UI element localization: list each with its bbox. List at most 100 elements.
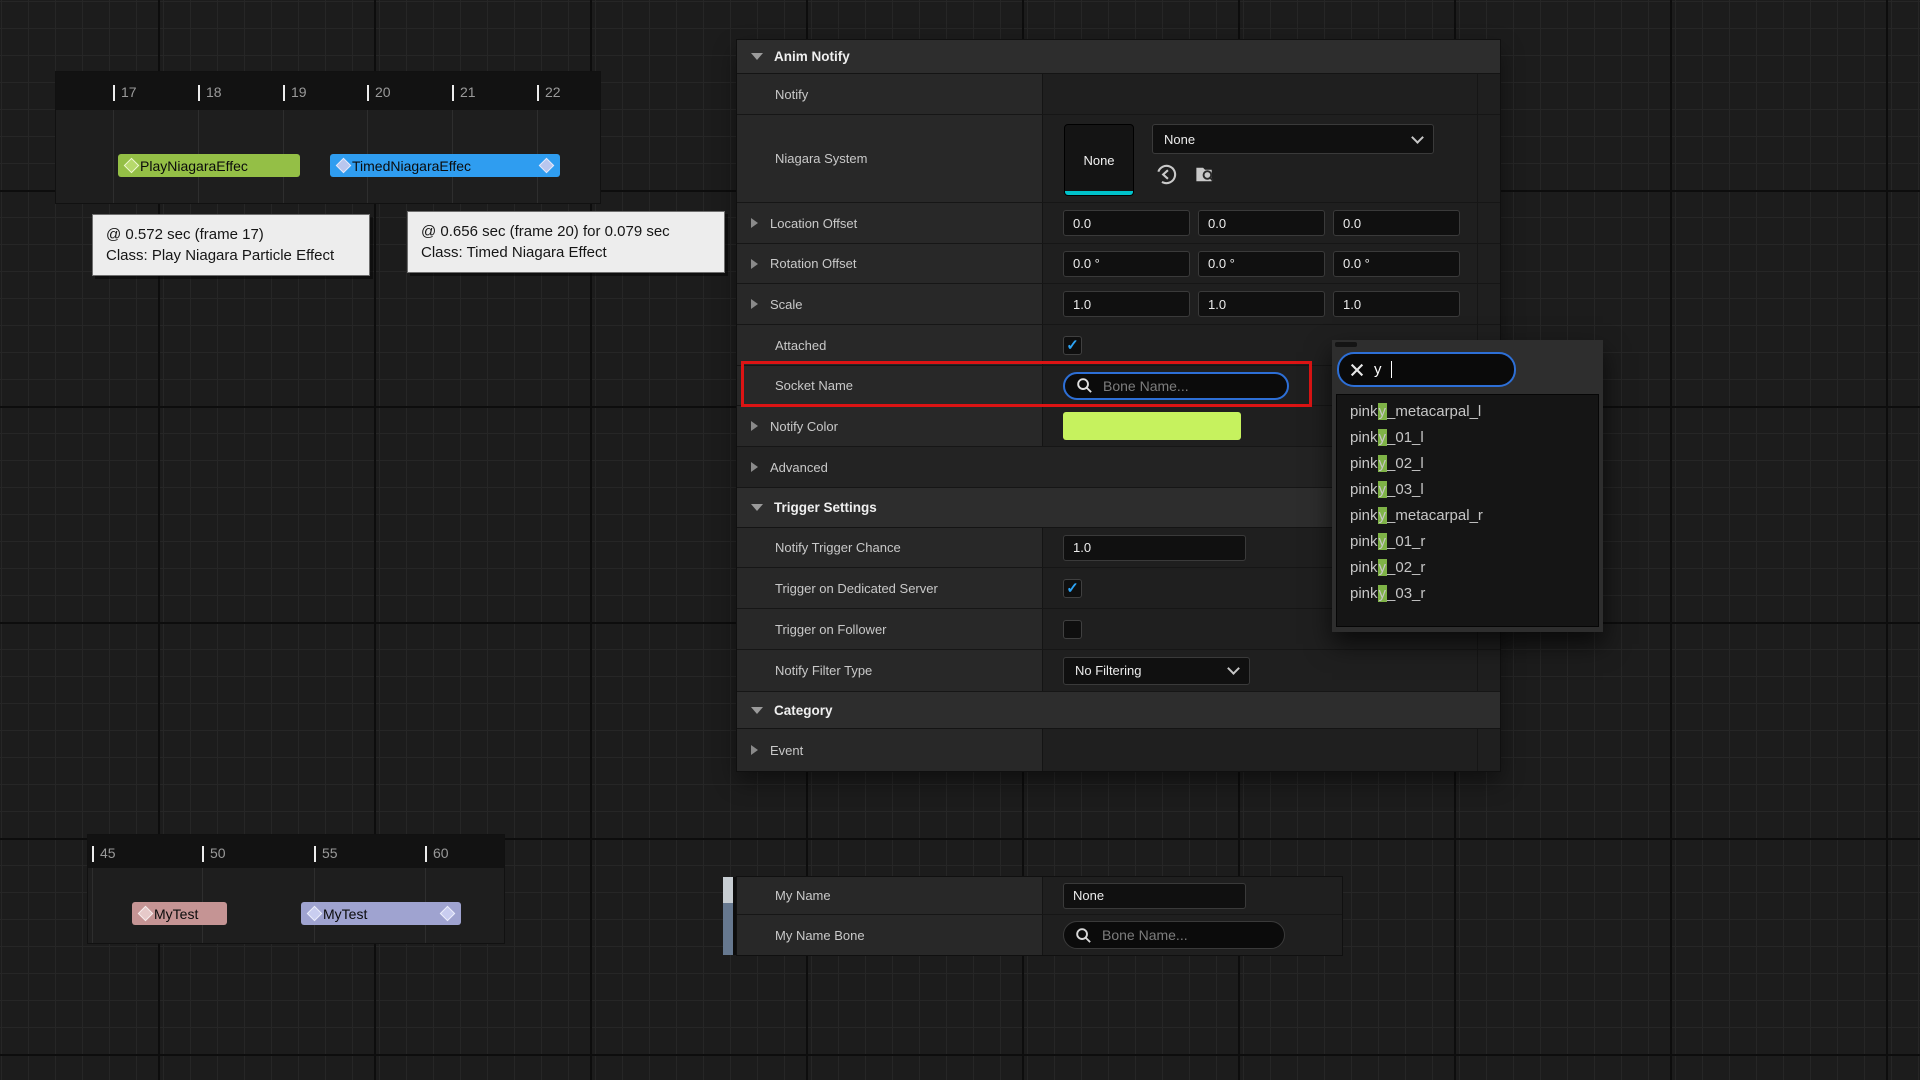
checkmark-icon: ✓ [1066,337,1079,354]
frame-tick: 19 [283,85,307,101]
row-label: Socket Name [737,366,1043,405]
scale-z-field[interactable] [1333,291,1460,317]
label-text: Attached [775,337,827,353]
section-header-anim-notify[interactable]: Anim Notify [737,40,1500,74]
item-suffix: _03_r [1387,584,1426,602]
tick-label: 17 [121,84,137,100]
custom-notify-panel: My Name My Name Bone [737,877,1342,955]
item-suffix: _02_r [1387,558,1426,576]
timeline-ruler[interactable] [88,835,504,868]
label-text: Notify Trigger Chance [775,540,901,555]
row-end [1477,729,1500,771]
search-icon [1077,378,1092,393]
attached-checkbox[interactable]: ✓ [1063,335,1082,355]
item-match: y [1377,558,1388,576]
row-value [1043,284,1477,324]
browse-to-asset-icon[interactable] [1193,163,1217,186]
tick-mark [283,85,285,101]
bone-list-item[interactable]: pink y _03_l [1337,476,1598,502]
notify-handle-icon[interactable] [335,157,352,174]
location-z-field[interactable] [1333,210,1460,236]
bone-search-text[interactable]: y [1374,361,1382,378]
rotation-y-field[interactable] [1198,250,1325,277]
expander-arrow-icon[interactable] [751,421,758,431]
scale-x-field[interactable] [1063,291,1190,317]
location-x-field[interactable] [1063,210,1190,236]
scrollbar-thumb[interactable] [723,877,733,903]
row-value [1043,729,1477,771]
expander-arrow-icon[interactable] [751,745,758,755]
item-suffix: _metacarpal_l [1387,402,1482,420]
rotation-z-field[interactable] [1333,250,1460,277]
notify-duration-handle-icon[interactable] [439,905,456,922]
trigger-on-dedicated-server-checkbox[interactable]: ✓ [1063,578,1082,598]
scale-y-field[interactable] [1198,291,1325,317]
row-end [1477,203,1500,243]
my-name-bone-search-field[interactable] [1063,921,1285,949]
expander-arrow-icon[interactable] [751,258,758,269]
notify-handle-icon[interactable] [306,905,323,922]
label-text: Notify Color [770,418,838,434]
tick-mark [314,846,316,862]
use-selected-asset-icon[interactable] [1155,163,1178,186]
tick-mark [113,85,115,101]
rotation-x-field[interactable] [1063,250,1190,277]
expander-arrow-icon[interactable] [751,218,758,228]
trigger-on-follower-checkbox[interactable] [1063,619,1082,639]
section-header-category[interactable]: Category [737,692,1500,729]
bone-list-item[interactable]: pink y _03_r [1337,580,1598,606]
bone-list-item[interactable]: pink y _01_l [1337,424,1598,450]
notify-state-mytest[interactable]: MyTest [301,902,461,925]
socket-name-input[interactable] [1101,376,1255,395]
row-rotation-offset: Rotation Offset [737,244,1500,284]
my-name-field[interactable] [1063,882,1246,909]
checkmark-icon: ✓ [1066,580,1079,597]
notify-color-swatch[interactable] [1063,412,1241,440]
row-niagara-system: Niagara System None None [737,115,1500,203]
notify-track-bottom: 45 50 55 60 MyTest MyTest [88,835,504,943]
item-suffix: _01_l [1387,428,1424,446]
tick-label: 21 [460,84,476,100]
bone-list-item[interactable]: pink y _02_r [1337,554,1598,580]
label-text: Advanced [770,459,828,475]
row-label: Scale [737,284,1043,324]
bone-search-field[interactable]: y [1337,352,1516,387]
bone-picker-dropdown: y pink y _metacarpal_l pink y _01_l pink y _02… [1332,340,1603,632]
niagara-system-dropdown[interactable]: None [1152,124,1434,154]
frame-tick: 22 [537,85,561,101]
notify-trigger-chance-field[interactable] [1063,534,1246,561]
scrollbar[interactable] [723,877,733,955]
tick-mark [92,846,94,862]
notify-duration-handle-icon[interactable] [538,157,555,174]
socket-name-search-field[interactable] [1063,371,1289,400]
expander-arrow-icon[interactable] [751,299,758,309]
label-text: Niagara System [775,151,868,166]
my-name-bone-input[interactable] [1100,926,1254,944]
bone-list-item[interactable]: pink y _metacarpal_l [1337,398,1598,424]
collapse-arrow-icon[interactable] [751,53,763,60]
label-text: Location Offset [770,215,858,231]
timeline-ruler[interactable] [56,72,600,110]
asset-thumbnail[interactable]: None [1064,124,1134,196]
bone-list-item[interactable]: pink y _02_l [1337,450,1598,476]
notify-timed-niagara-effect[interactable]: TimedNiagaraEffec [330,154,560,177]
expander-arrow-icon[interactable] [751,462,758,472]
notify-play-niagara-effect[interactable]: PlayNiagaraEffec [118,154,300,177]
clear-x-icon[interactable] [1349,362,1365,378]
notify-handle-icon[interactable] [137,905,154,922]
row-label: Notify Filter Type [737,650,1043,691]
socket-name-highlight-annotation [741,361,1312,407]
notify-mytest[interactable]: MyTest [132,902,227,925]
collapse-arrow-icon[interactable] [751,504,763,511]
label-text: Trigger on Follower [775,621,887,637]
collapse-arrow-icon[interactable] [751,706,763,714]
location-y-field[interactable] [1198,210,1325,236]
bone-list-item[interactable]: pink y _01_r [1337,528,1598,554]
bone-list-item[interactable]: pink y _metacarpal_r [1337,502,1598,528]
row-label: Notify Trigger Chance [737,528,1043,567]
item-match: y [1377,584,1388,602]
row-end [1477,284,1500,324]
notify-filter-type-dropdown[interactable]: No Filtering [1063,656,1250,685]
asset-type-color-bar [1065,191,1133,195]
notify-handle-icon[interactable] [123,157,140,174]
